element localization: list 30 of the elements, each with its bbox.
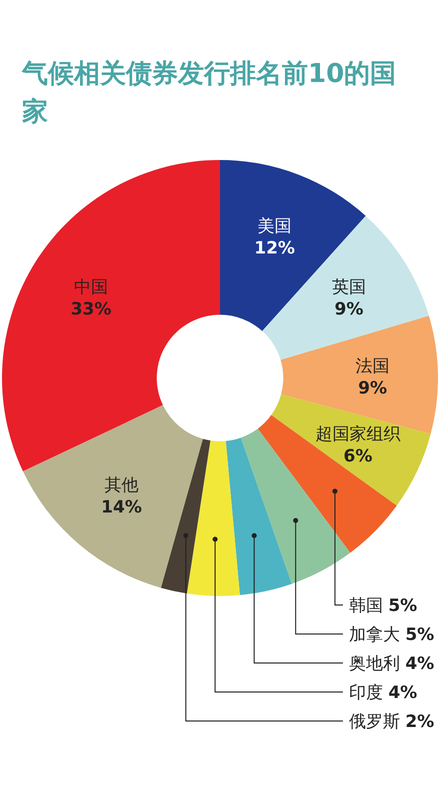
data-label: 2% bbox=[405, 712, 434, 732]
donut-slice bbox=[220, 160, 366, 331]
data-label: 12% bbox=[254, 238, 295, 258]
slice-label: 法国 bbox=[356, 356, 390, 377]
donut-slice bbox=[271, 394, 431, 506]
slice-label: 俄罗斯 bbox=[348, 712, 406, 732]
donut-slice bbox=[160, 438, 210, 594]
data-label: 5% bbox=[405, 625, 434, 645]
slice-label: 加拿大 bbox=[348, 625, 406, 645]
slice-label: 超国家组织 bbox=[315, 424, 400, 444]
data-label: 4% bbox=[405, 654, 434, 674]
donut-slice bbox=[22, 405, 203, 588]
chart-title: 气候相关债券发行排名前10的国家 bbox=[21, 59, 396, 127]
donut-slice bbox=[2, 160, 220, 472]
slice-label: 英国 bbox=[332, 277, 366, 298]
donut-slice bbox=[226, 438, 292, 596]
slice-label: 中国 bbox=[74, 277, 108, 298]
data-label: 14% bbox=[101, 498, 142, 518]
data-label: 9% bbox=[334, 299, 364, 320]
data-label: 9% bbox=[358, 378, 388, 399]
data-label: 6% bbox=[343, 446, 372, 466]
data-label: 33% bbox=[70, 299, 112, 320]
slice-label: 印度 bbox=[348, 683, 388, 703]
data-label: 4% bbox=[388, 683, 418, 703]
slice-label: 奥地利 bbox=[348, 654, 406, 674]
data-label: 5% bbox=[388, 596, 418, 616]
slice-label: 美国 bbox=[258, 216, 292, 236]
slice-label: 韩国 bbox=[348, 596, 388, 616]
slice-label: 其他 bbox=[104, 476, 139, 496]
donut-slice bbox=[186, 440, 240, 596]
